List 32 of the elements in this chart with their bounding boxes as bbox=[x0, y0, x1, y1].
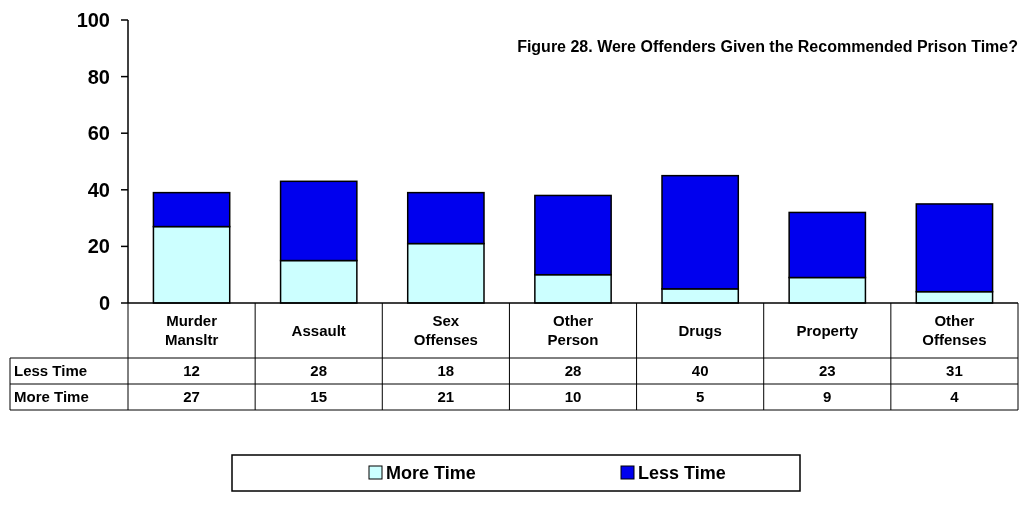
data-label: 5 bbox=[695, 388, 705, 406]
x-tick-label: Murder Mansltr bbox=[164, 312, 219, 349]
y-tick-label: 40 bbox=[87, 178, 110, 201]
data-label: 31 bbox=[946, 362, 963, 380]
x-tick-label: Other Person bbox=[547, 312, 599, 349]
data-label: 12 bbox=[183, 362, 200, 380]
x-tick-label: Other Offenses bbox=[922, 312, 987, 349]
data-label: 28 bbox=[564, 362, 582, 380]
data-label: 10 bbox=[564, 388, 582, 406]
y-tick-label: 80 bbox=[87, 65, 110, 88]
y-tick-label: 60 bbox=[87, 122, 110, 145]
data-label: 9 bbox=[823, 388, 832, 406]
data-label: 40 bbox=[691, 362, 709, 380]
data-label: 15 bbox=[310, 388, 328, 406]
data-label: 18 bbox=[437, 362, 455, 380]
data-label: 27 bbox=[183, 388, 200, 406]
x-tick-label: Drugs bbox=[678, 321, 722, 339]
y-tick-label: 20 bbox=[87, 235, 110, 258]
y-tick-label: 0 bbox=[98, 292, 110, 314]
x-tick-label: Assault bbox=[291, 321, 346, 339]
data-label: 28 bbox=[310, 362, 328, 380]
data-label: 23 bbox=[818, 362, 836, 380]
legend-label: Less Time bbox=[638, 463, 726, 484]
data-label: 4 bbox=[950, 388, 960, 406]
y-tick-label: 100 bbox=[76, 9, 110, 31]
x-tick-label: Sex Offenses bbox=[413, 312, 478, 349]
x-tick-label: Property bbox=[796, 321, 859, 339]
text: Figure 28. Were Offenders Given the Recommended Prison Time? bbox=[517, 38, 1018, 55]
legend-label: More Time bbox=[386, 463, 476, 484]
text: More Time bbox=[14, 388, 89, 406]
data-label: 21 bbox=[437, 388, 455, 406]
text: Less Time bbox=[14, 362, 88, 380]
